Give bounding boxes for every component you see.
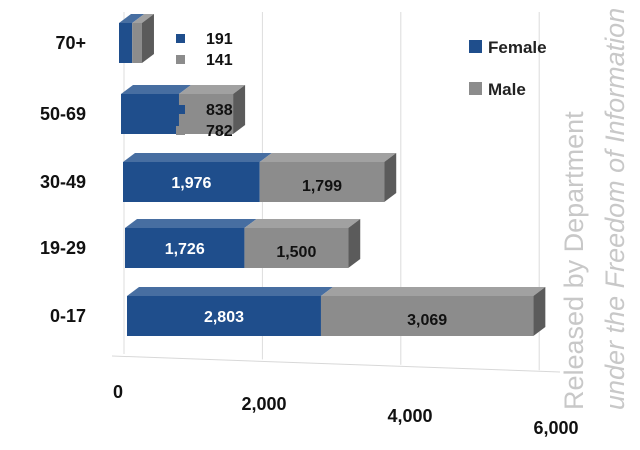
x-tick-labels: 0 2,000 4,000 6,000 xyxy=(113,382,579,438)
bar-end-1 xyxy=(233,85,246,134)
bar-male-0-front xyxy=(132,23,142,63)
bar-female-1-top xyxy=(121,85,191,94)
bar-female-1 xyxy=(121,85,191,134)
bar-male-4-front xyxy=(320,296,534,336)
bar-female-4 xyxy=(127,287,333,336)
watermark: Released by Department under the Freedom… xyxy=(559,8,630,410)
value-key-female xyxy=(176,34,185,43)
bar-end-3 xyxy=(348,219,361,268)
value-key-female xyxy=(176,105,185,114)
bar-female-2-front xyxy=(123,162,260,202)
bars xyxy=(119,14,546,336)
bar-male-1-top xyxy=(178,85,246,94)
bar-female-4-front xyxy=(127,296,321,336)
bar-female-3-front xyxy=(125,228,245,268)
value-label-female: 1,976 xyxy=(171,175,211,192)
bar-end-4 xyxy=(533,287,546,336)
bar-male-4-top xyxy=(320,287,546,296)
x-tick-label: 0 xyxy=(113,382,123,402)
legend-swatch-female xyxy=(469,40,482,53)
x-tick-label: 6,000 xyxy=(533,418,578,438)
value-key-male xyxy=(176,55,185,64)
category-label: 19-29 xyxy=(40,238,86,258)
bar-female-3 xyxy=(125,219,257,268)
legend-label-male: Male xyxy=(488,80,526,99)
bar-male-4 xyxy=(320,287,546,336)
bar-male-0-top xyxy=(132,14,154,23)
bar-male-3 xyxy=(244,219,361,268)
bar-end-2 xyxy=(384,153,397,202)
bar-female-2 xyxy=(123,153,272,202)
value-key-male xyxy=(176,126,185,135)
value-labels: 191 141 838 782 1,976 1,799 1,726 1,500 2,803 3,0… xyxy=(165,31,448,329)
bar-male-0 xyxy=(132,14,154,63)
category-labels: 70+ 50-69 30-49 19-29 0-17 xyxy=(40,33,86,326)
value-label-male: 782 xyxy=(206,123,233,140)
watermark-line-2: under the Freedom of Information xyxy=(600,8,630,410)
value-label-female: 838 xyxy=(206,102,233,119)
bar-female-0-top xyxy=(119,14,145,23)
value-label-male: 1,799 xyxy=(302,178,342,195)
bar-female-4-top xyxy=(127,287,333,296)
bar-male-3-top xyxy=(244,219,361,228)
category-label: 50-69 xyxy=(40,104,86,124)
value-label-male: 1,500 xyxy=(276,244,316,261)
legend: Female Male xyxy=(469,38,547,99)
bar-female-1-front xyxy=(121,94,179,134)
bar-male-1 xyxy=(178,85,246,134)
bar-female-0-front xyxy=(119,23,133,63)
value-label-female: 191 xyxy=(206,31,233,48)
bar-female-3-top xyxy=(125,219,257,228)
bar-male-3-front xyxy=(244,228,349,268)
bar-female-0 xyxy=(119,14,145,63)
category-label: 0-17 xyxy=(50,306,86,326)
bar-male-1-front xyxy=(178,94,234,134)
x-tick-label: 4,000 xyxy=(387,406,432,426)
legend-label-female: Female xyxy=(488,38,547,57)
value-label-male: 141 xyxy=(206,52,233,69)
category-label: 30-49 xyxy=(40,172,86,192)
category-label: 70+ xyxy=(55,33,86,53)
bar-female-2-top xyxy=(123,153,272,162)
bar-end-0 xyxy=(141,14,154,63)
legend-swatch-male xyxy=(469,82,482,95)
watermark-line-1: Released by Department xyxy=(559,111,589,410)
value-label-female: 1,726 xyxy=(165,241,205,258)
x-tick-label: 2,000 xyxy=(241,394,286,414)
value-label-female: 2,803 xyxy=(204,309,244,326)
value-label-male: 3,069 xyxy=(407,312,447,329)
bar-male-2 xyxy=(259,153,397,202)
floor-line xyxy=(111,355,561,373)
bar-male-2-top xyxy=(259,153,397,162)
bar-male-2-front xyxy=(259,162,385,202)
